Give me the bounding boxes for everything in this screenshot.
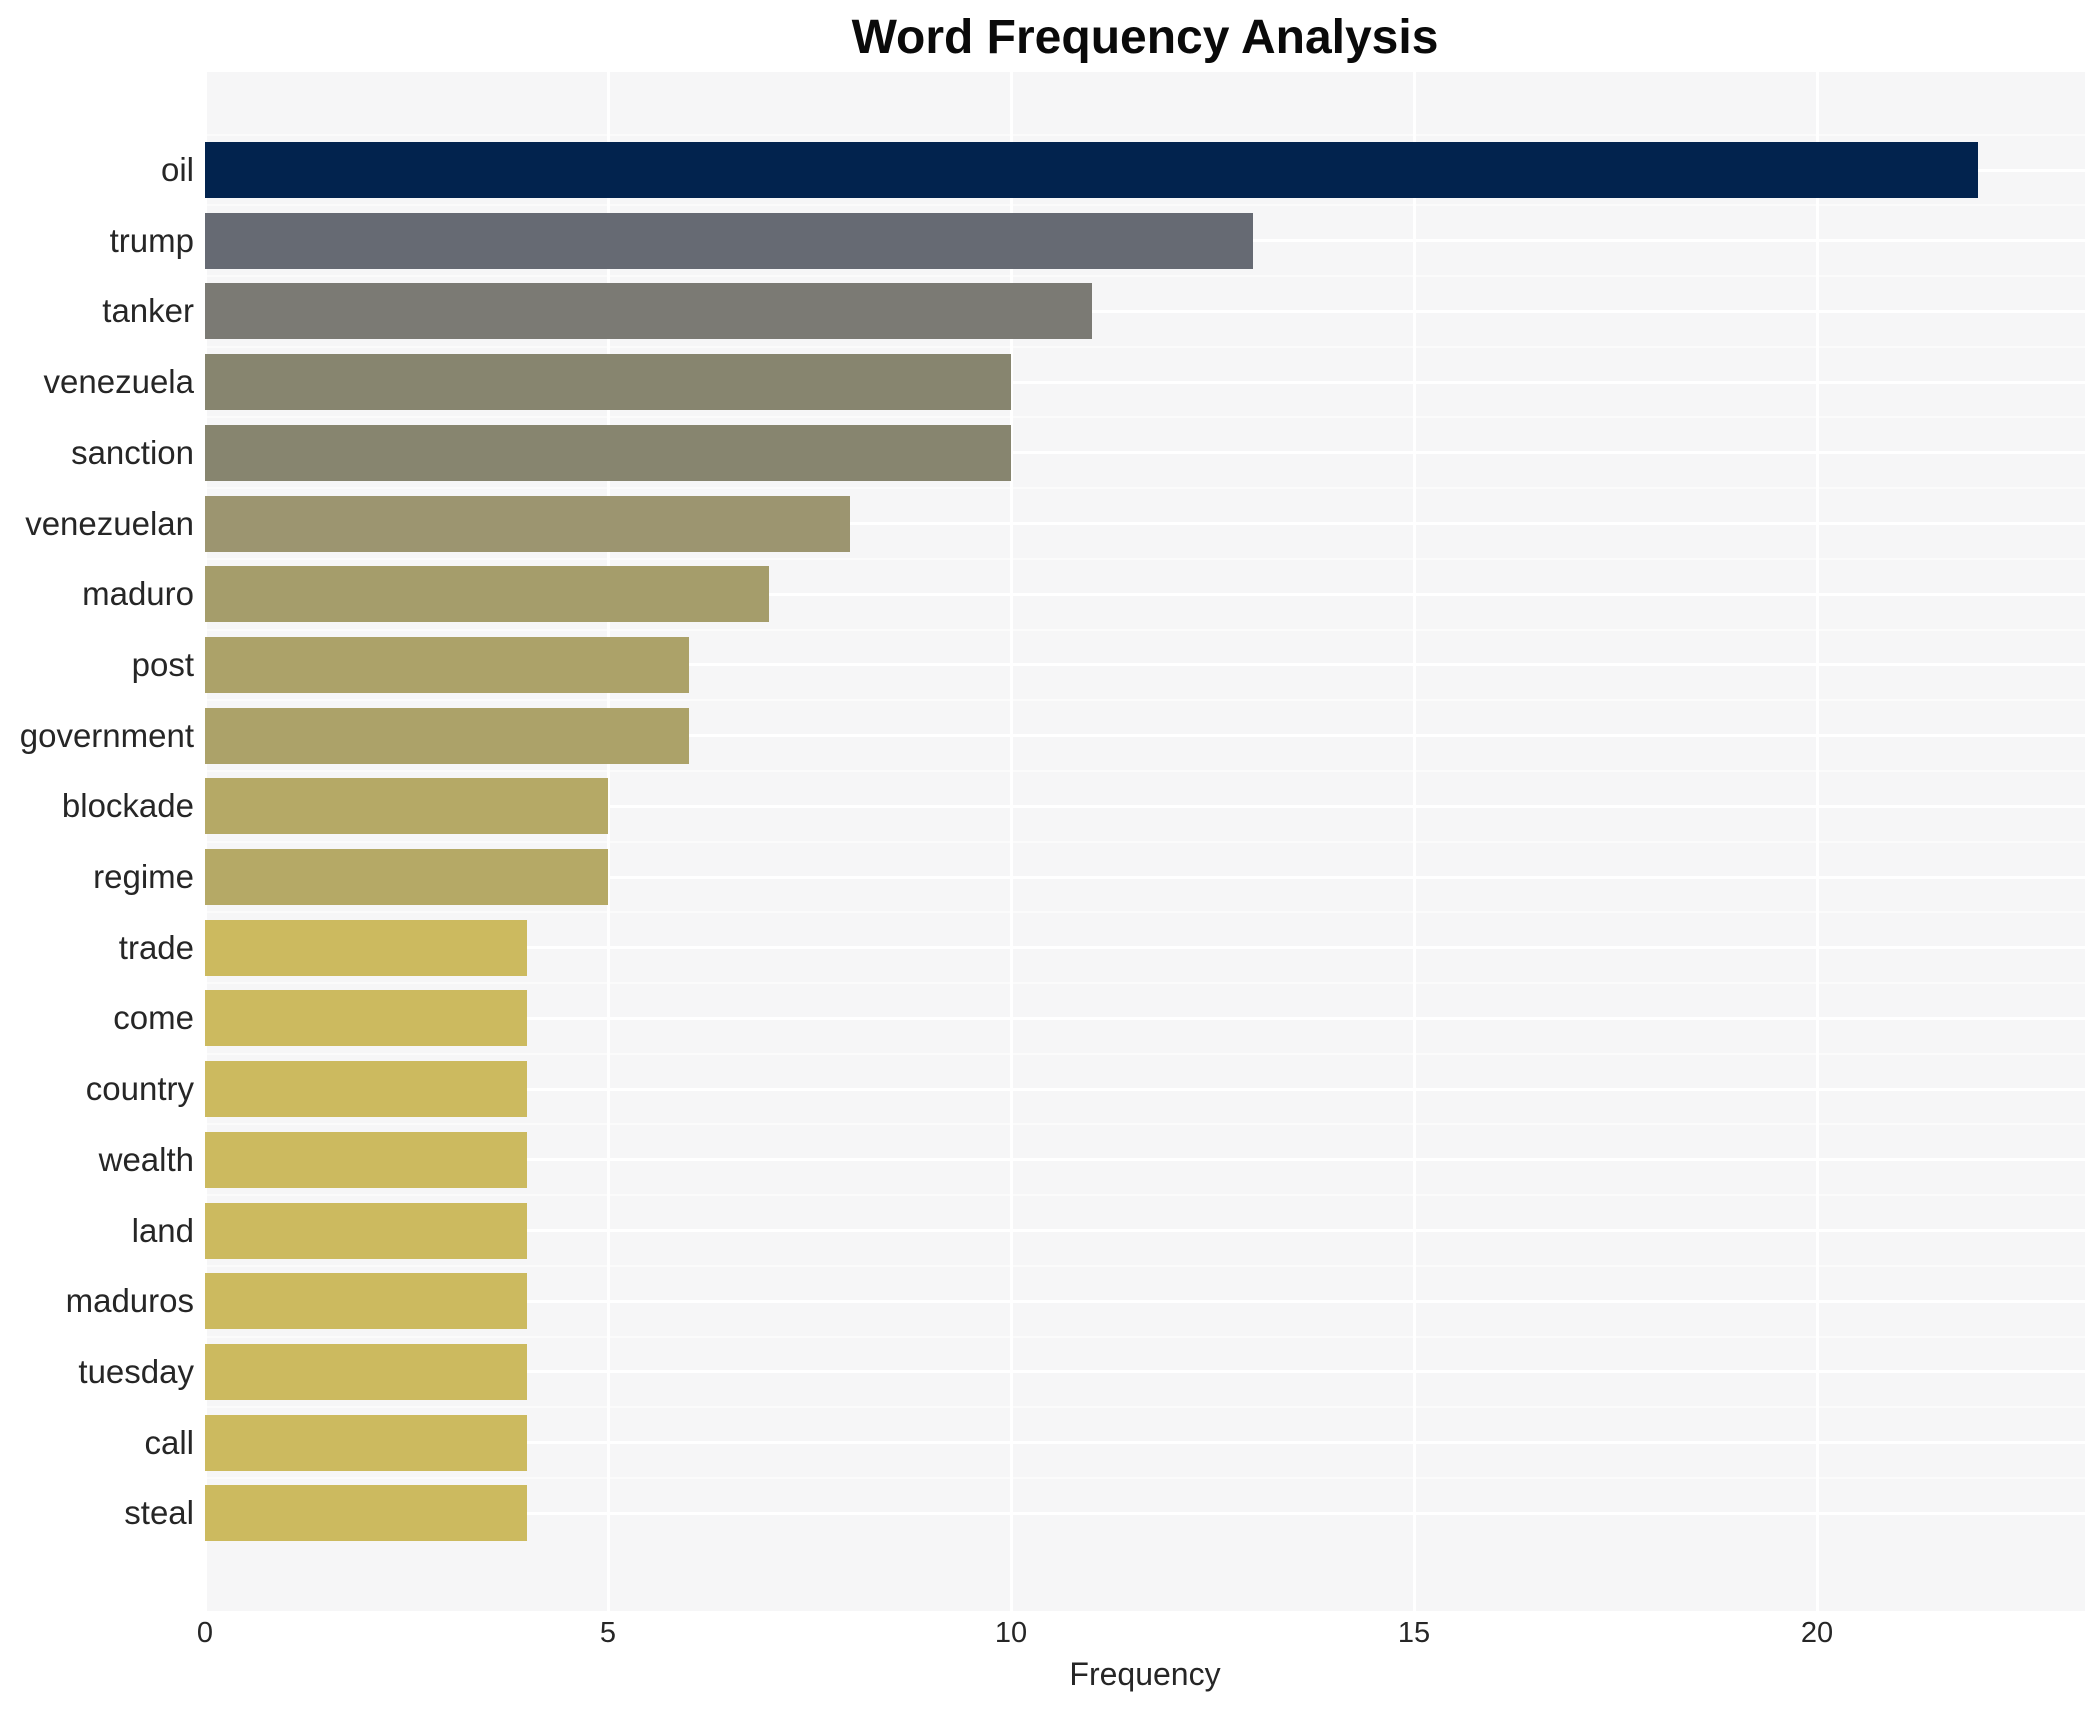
y-label-call: call xyxy=(144,1423,194,1461)
y-label-blockade: blockade xyxy=(61,787,194,825)
y-label-venezuelan: venezuelan xyxy=(25,504,194,542)
h-gridline-minor-19 xyxy=(205,1476,2085,1479)
y-label-maduros: maduros xyxy=(65,1282,194,1320)
h-gridline-regime xyxy=(205,875,2085,879)
chart-title: Word Frequency Analysis xyxy=(851,11,1439,64)
h-gridline-come xyxy=(205,1016,2085,1020)
y-label-sanction: sanction xyxy=(71,433,194,471)
h-gridline-minor-13 xyxy=(205,1052,2085,1055)
h-gridline-minor-10 xyxy=(205,840,2085,843)
bar-maduro xyxy=(205,566,770,623)
y-label-tuesday: tuesday xyxy=(78,1352,194,1390)
h-gridline-minor-0 xyxy=(205,133,2085,136)
h-gridline-call xyxy=(205,1441,2085,1445)
bar-call xyxy=(205,1414,528,1471)
h-gridline-minor-12 xyxy=(205,982,2085,985)
h-gridline-steal xyxy=(205,1511,2085,1515)
bar-oil xyxy=(205,142,1979,198)
h-gridline-minor-14 xyxy=(205,1123,2085,1126)
h-gridline-tuesday xyxy=(205,1370,2085,1374)
x-tick-15: 15 xyxy=(1397,1617,1431,1649)
bar-venezuela xyxy=(205,354,1011,411)
x-tick-20: 20 xyxy=(1800,1617,1834,1649)
y-label-country: country xyxy=(85,1070,194,1108)
plot-area xyxy=(203,72,2085,1611)
bar-sanction xyxy=(205,424,1011,481)
h-gridline-venezuelan xyxy=(205,522,2085,525)
bar-steal xyxy=(205,1485,528,1542)
bar-trump xyxy=(205,212,1253,269)
h-gridline-minor-1 xyxy=(205,204,2085,207)
bar-trade xyxy=(205,919,528,976)
h-gridline-minor-8 xyxy=(205,699,2085,702)
bar-wealth xyxy=(205,1131,528,1188)
h-gridline-sanction xyxy=(205,451,2085,455)
bar-come xyxy=(205,990,528,1047)
h-gridline-minor-5 xyxy=(205,487,2085,490)
bar-post xyxy=(205,636,689,693)
bar-tuesday xyxy=(205,1343,528,1400)
h-gridline-government xyxy=(205,734,2085,738)
y-label-post: post xyxy=(131,645,194,683)
h-gridline-land xyxy=(205,1229,2085,1232)
y-label-oil: oil xyxy=(160,151,194,188)
h-gridline-minor-2 xyxy=(205,275,2085,278)
h-gridline-post xyxy=(205,663,2085,667)
x-tick-5: 5 xyxy=(599,1617,617,1649)
bar-blockade xyxy=(205,778,608,835)
h-gridline-venezuela xyxy=(205,380,2085,384)
x-tick-0: 0 xyxy=(196,1617,214,1649)
y-label-steal: steal xyxy=(124,1494,194,1532)
h-gridline-minor-3 xyxy=(205,345,2085,348)
h-gridline-minor-16 xyxy=(205,1264,2085,1267)
bar-tanker xyxy=(205,283,1092,340)
h-gridline-minor-6 xyxy=(205,557,2085,560)
bar-country xyxy=(205,1061,528,1118)
y-label-trump: trump xyxy=(109,221,194,259)
bar-venezuelan xyxy=(205,495,850,552)
h-gridline-minor-11 xyxy=(205,911,2085,914)
y-label-venezuela: venezuela xyxy=(43,363,194,401)
h-gridline-maduros xyxy=(205,1299,2085,1303)
y-label-come: come xyxy=(113,999,194,1037)
bar-government xyxy=(205,707,689,764)
h-gridline-country xyxy=(205,1087,2085,1091)
h-gridline-maduro xyxy=(205,592,2085,596)
bar-regime xyxy=(205,849,608,905)
y-label-maduro: maduro xyxy=(82,575,194,613)
h-gridline-minor-7 xyxy=(205,628,2085,631)
bar-maduros xyxy=(205,1273,528,1330)
h-gridline-minor-15 xyxy=(205,1194,2085,1197)
x-axis-title: Frequency xyxy=(1069,1656,1221,1692)
x-tick-10: 10 xyxy=(994,1617,1028,1649)
y-label-government: government xyxy=(19,716,194,754)
bar-land xyxy=(205,1202,528,1259)
h-gridline-minor-4 xyxy=(205,416,2085,419)
h-gridline-trade xyxy=(205,946,2085,950)
h-gridline-minor-9 xyxy=(205,769,2085,772)
y-label-trade: trade xyxy=(118,928,194,966)
h-gridline-tanker xyxy=(205,309,2085,313)
y-label-land: land xyxy=(131,1211,194,1249)
h-gridline-minor-17 xyxy=(205,1335,2085,1338)
y-label-tanker: tanker xyxy=(102,292,194,330)
y-label-regime: regime xyxy=(93,858,194,895)
h-gridline-minor-18 xyxy=(205,1406,2085,1409)
y-label-wealth: wealth xyxy=(98,1140,194,1178)
h-gridline-blockade xyxy=(205,804,2085,808)
h-gridline-wealth xyxy=(205,1158,2085,1162)
